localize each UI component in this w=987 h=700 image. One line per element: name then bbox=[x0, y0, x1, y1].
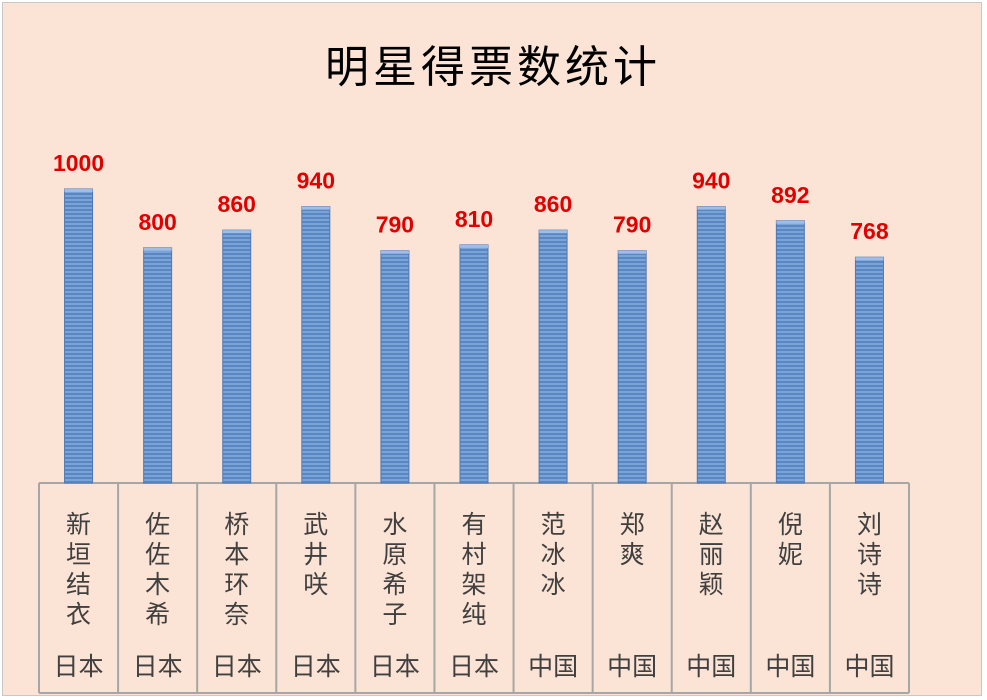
data-label: 892 bbox=[771, 182, 809, 208]
bar-top-cap bbox=[64, 189, 93, 192]
category-label: 武井咲 bbox=[303, 510, 328, 599]
bar bbox=[617, 250, 647, 484]
bar bbox=[538, 229, 568, 484]
bar-top-cap bbox=[855, 257, 884, 261]
group-label: 日本 bbox=[370, 652, 420, 681]
bar bbox=[64, 188, 94, 484]
bar-top-cap bbox=[539, 230, 568, 234]
data-label: 790 bbox=[613, 212, 651, 238]
data-label: 940 bbox=[692, 168, 730, 194]
group-label: 中国 bbox=[528, 652, 578, 681]
bar-top-cap bbox=[222, 230, 251, 234]
bar-top-cap bbox=[301, 206, 330, 210]
category-label: 倪妮 bbox=[778, 510, 803, 569]
bar-top-cap bbox=[697, 206, 726, 210]
group-label: 中国 bbox=[765, 652, 815, 681]
group-label: 日本 bbox=[212, 652, 262, 681]
bar-top-cap bbox=[618, 250, 647, 254]
bar-top-cap bbox=[380, 250, 409, 254]
bar bbox=[854, 256, 884, 484]
bar-top-cap bbox=[776, 220, 805, 224]
bar bbox=[222, 229, 252, 484]
group-label: 日本 bbox=[133, 652, 183, 681]
category-label: 范冰冰 bbox=[541, 510, 566, 599]
category-label: 刘诗诗 bbox=[857, 510, 882, 599]
data-label: 790 bbox=[376, 212, 414, 238]
category-label: 水原希子 bbox=[382, 510, 407, 629]
category-label: 桥本环奈 bbox=[224, 510, 249, 629]
data-label: 810 bbox=[455, 206, 493, 232]
group-label: 日本 bbox=[449, 652, 499, 681]
bar bbox=[775, 220, 805, 484]
bar bbox=[459, 244, 489, 484]
data-label: 860 bbox=[534, 191, 572, 217]
data-label: 1000 bbox=[53, 150, 104, 176]
bar-top-cap bbox=[460, 244, 488, 248]
category-label: 新垣结衣 bbox=[66, 510, 91, 629]
data-label: 768 bbox=[850, 218, 889, 244]
chart-title: 明星得票数统计 bbox=[325, 42, 661, 93]
bar bbox=[143, 247, 173, 484]
data-label: 860 bbox=[218, 191, 256, 217]
group-label: 日本 bbox=[54, 652, 104, 681]
group-label: 中国 bbox=[844, 652, 894, 681]
category-label: 佐佐木希 bbox=[145, 510, 170, 629]
category-label: 有村架纯 bbox=[461, 510, 486, 629]
group-label: 日本 bbox=[291, 652, 341, 681]
category-label: 郑爽 bbox=[620, 510, 645, 569]
bar bbox=[301, 206, 331, 484]
data-label: 800 bbox=[138, 209, 176, 235]
bar-top-cap bbox=[143, 247, 172, 251]
bar bbox=[380, 250, 410, 484]
data-label: 940 bbox=[297, 168, 335, 194]
group-label: 中国 bbox=[607, 652, 657, 681]
category-label: 赵丽颖 bbox=[699, 510, 724, 599]
group-label: 中国 bbox=[686, 652, 736, 681]
bar bbox=[696, 206, 726, 484]
